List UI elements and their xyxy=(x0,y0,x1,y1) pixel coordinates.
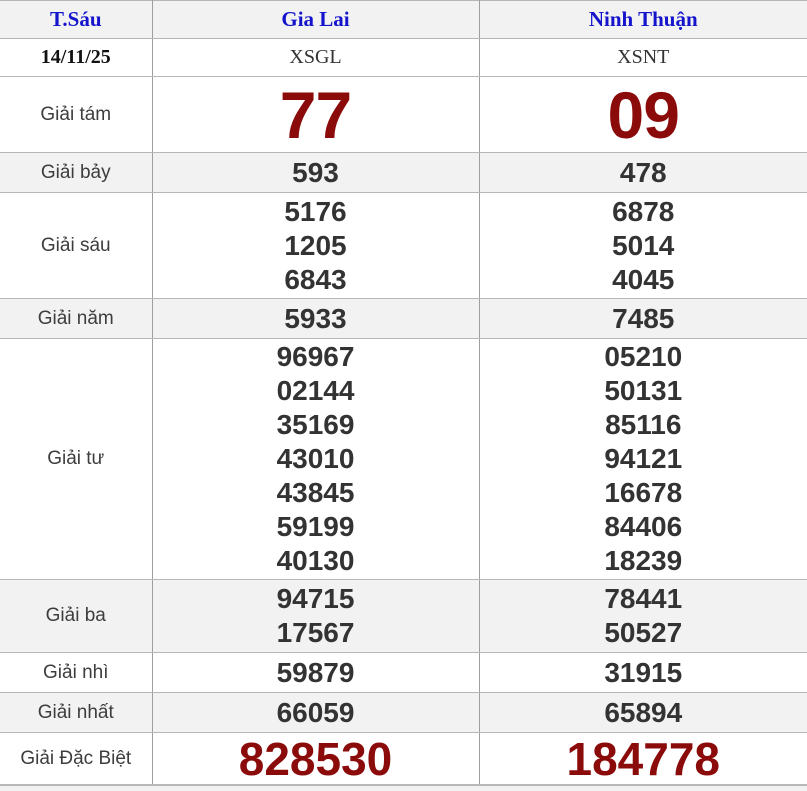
prize-numbers-giai-bay-station1: 593 xyxy=(152,153,479,193)
prize-numbers-giai-nam-station2: 7485 xyxy=(479,299,807,339)
prize-numbers-giai-bay-station2: 478 xyxy=(479,153,807,193)
result-number: 184778 xyxy=(480,734,807,784)
result-number: 17567 xyxy=(153,616,479,650)
prize-numbers-giai-dac-biet-station2: 184778 xyxy=(479,733,807,785)
station-header-ninh-thuan[interactable]: Ninh Thuận xyxy=(479,1,807,39)
prize-label-giai-dac-biet: Giải Đặc Biệt xyxy=(0,733,152,785)
result-number: 84406 xyxy=(480,510,807,544)
prize-numbers-giai-tam-station2: 09 xyxy=(479,77,807,153)
prize-numbers-giai-nhi-station1: 59879 xyxy=(152,653,479,693)
result-number: 5933 xyxy=(153,302,479,336)
result-number: 5014 xyxy=(480,229,807,263)
result-number: 65894 xyxy=(480,696,807,730)
prize-numbers-giai-nhi-station2: 31915 xyxy=(479,653,807,693)
prize-label-giai-ba: Giải ba xyxy=(0,580,152,653)
station-header-gia-lai[interactable]: Gia Lai xyxy=(152,1,479,39)
result-number: 59199 xyxy=(153,510,479,544)
result-number: 7485 xyxy=(480,302,807,336)
result-number: 31915 xyxy=(480,656,807,690)
prize-label-giai-tu: Giải tư xyxy=(0,339,152,580)
station-code-xsnt[interactable]: XSNT xyxy=(479,39,807,77)
result-number: 09 xyxy=(480,78,807,152)
draw-date: 14/11/25 xyxy=(0,39,152,77)
prize-label-giai-bay: Giải bảy xyxy=(0,153,152,193)
result-number: 478 xyxy=(480,156,807,190)
result-number: 1205 xyxy=(153,229,479,263)
header-row: T.Sáu Gia Lai Ninh Thuận xyxy=(0,1,807,39)
result-number: 05210 xyxy=(480,340,807,374)
result-number: 40130 xyxy=(153,544,479,578)
prize-label-giai-tam: Giải tám xyxy=(0,77,152,153)
result-number: 02144 xyxy=(153,374,479,408)
result-number: 94121 xyxy=(480,442,807,476)
result-number: 78441 xyxy=(480,582,807,616)
prize-label-giai-nhi: Giải nhì xyxy=(0,653,152,693)
prize-numbers-giai-tam-station1: 77 xyxy=(152,77,479,153)
result-number: 50131 xyxy=(480,374,807,408)
result-number: 50527 xyxy=(480,616,807,650)
result-number: 593 xyxy=(153,156,479,190)
prize-label-giai-sau: Giải sáu xyxy=(0,193,152,299)
result-number: 4045 xyxy=(480,263,807,297)
result-number: 85116 xyxy=(480,408,807,442)
result-number: 35169 xyxy=(153,408,479,442)
result-number: 18239 xyxy=(480,544,807,578)
result-number: 77 xyxy=(153,78,479,152)
result-number: 828530 xyxy=(153,734,479,784)
result-number: 6878 xyxy=(480,195,807,229)
result-number: 5176 xyxy=(153,195,479,229)
station-code-xsgl[interactable]: XSGL xyxy=(152,39,479,77)
prize-label-giai-nam: Giải năm xyxy=(0,299,152,339)
prize-numbers-giai-nhat-station2: 65894 xyxy=(479,693,807,733)
prize-numbers-giai-nhat-station1: 66059 xyxy=(152,693,479,733)
result-number: 94715 xyxy=(153,582,479,616)
prize-numbers-giai-dac-biet-station1: 828530 xyxy=(152,733,479,785)
prize-numbers-giai-nam-station1: 5933 xyxy=(152,299,479,339)
result-number: 96967 xyxy=(153,340,479,374)
result-number: 66059 xyxy=(153,696,479,730)
date-row: 14/11/25 XSGL XSNT xyxy=(0,39,807,77)
result-number: 43845 xyxy=(153,476,479,510)
weekday-header[interactable]: T.Sáu xyxy=(0,1,152,39)
result-number: 59879 xyxy=(153,656,479,690)
prize-label-giai-nhat: Giải nhất xyxy=(0,693,152,733)
table-bottom-edge xyxy=(0,785,807,791)
result-number: 43010 xyxy=(153,442,479,476)
result-number: 6843 xyxy=(153,263,479,297)
result-number: 16678 xyxy=(480,476,807,510)
